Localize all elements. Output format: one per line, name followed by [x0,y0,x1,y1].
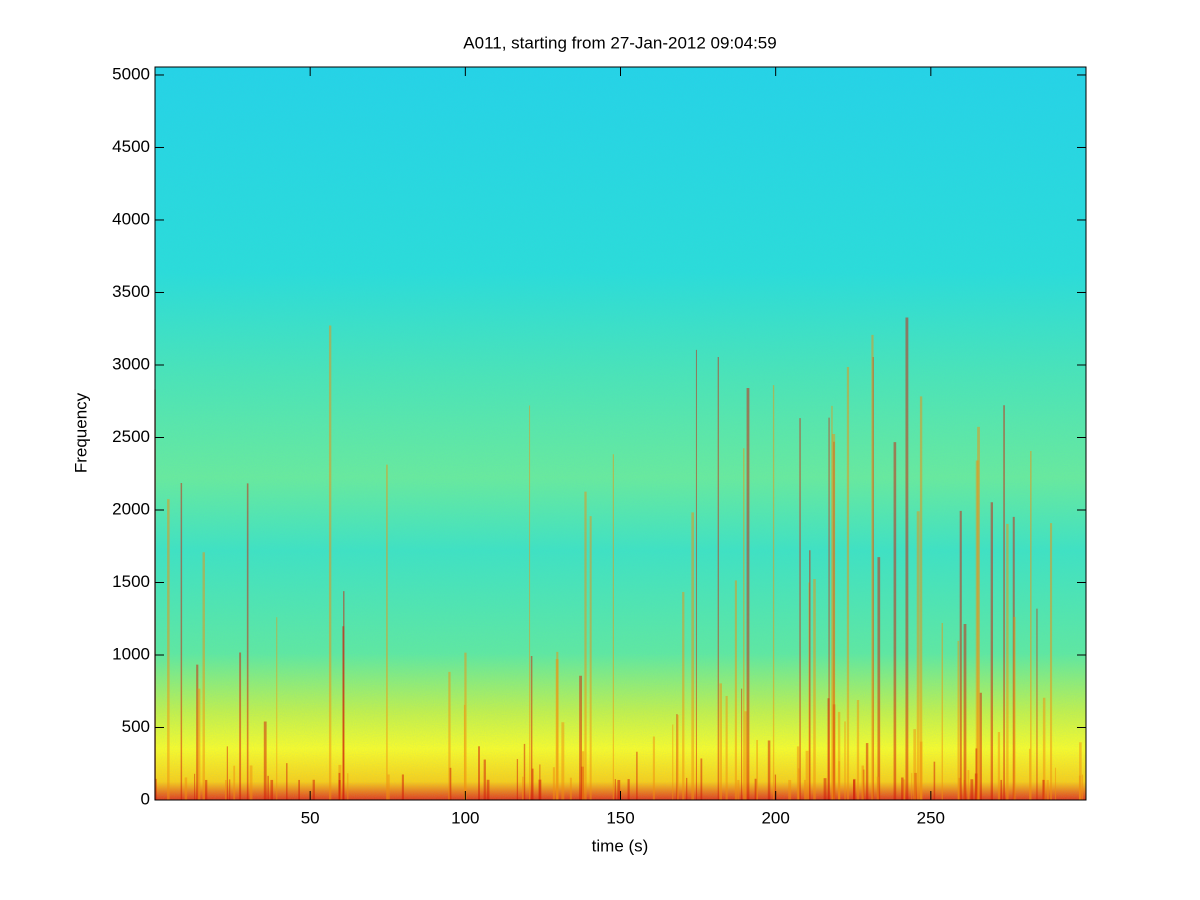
y-tick-label: 1500 [112,572,150,591]
y-tick-label: 2500 [112,427,150,446]
x-tick-label: 50 [301,808,320,827]
y-tick-label: 500 [122,717,150,736]
x-tick-label: 100 [451,808,479,827]
x-tick-label: 150 [606,808,634,827]
y-tick-label: 5000 [112,64,150,83]
y-axis-label: Frequency [71,392,90,473]
y-tick-label: 4500 [112,137,150,156]
x-tick-label: 250 [917,808,945,827]
spectrogram-streaks [154,317,1084,800]
x-axis-label: time (s) [592,836,649,855]
y-tick-label: 0 [141,789,150,808]
x-tick-label: 200 [761,808,789,827]
y-tick-label: 1000 [112,644,150,663]
spectrogram-texture [155,67,1086,800]
chart-title: A011, starting from 27-Jan-2012 09:04:59 [463,33,776,52]
y-tick-label: 3000 [112,354,150,373]
y-tick-label: 3500 [112,282,150,301]
y-tick-label: 4000 [112,209,150,228]
y-tick-label: 2000 [112,499,150,518]
